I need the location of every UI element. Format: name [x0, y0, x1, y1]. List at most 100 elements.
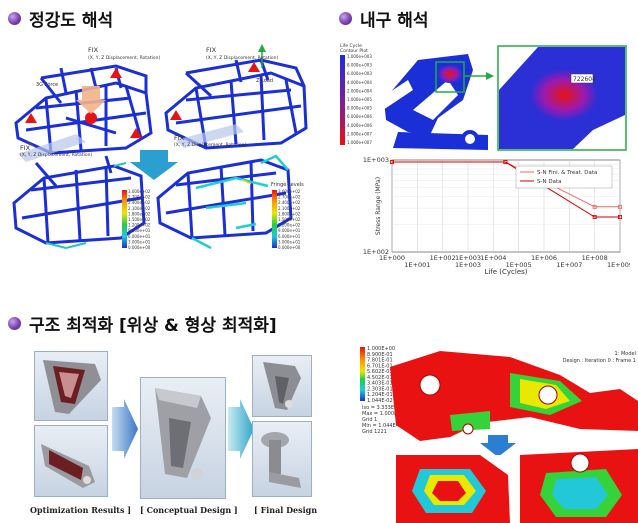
info-line: Max = 1.000E+00: [362, 411, 408, 417]
durability-contour-figure: Life Cycle Contour Plot 1.000e+003 8.000e…: [340, 43, 627, 151]
legend-value: 9.000e+01: [278, 228, 301, 233]
legend-title: Fringe Levels: [271, 182, 304, 188]
sn-chart-panel: 1E+000 1E+002 1E+003 1E+004 1E+006 1E+008 1E+0…: [330, 152, 630, 276]
y-tick-label: 1E+002: [363, 248, 389, 256]
legend-value: 8.000e+003: [347, 63, 372, 68]
x-tick-label: 1E+005: [506, 261, 532, 269]
series-point: [592, 215, 597, 220]
series-point: [592, 204, 597, 209]
sn-chart: 1E+000 1E+002 1E+003 1E+004 1E+006 1E+0081E+0…: [363, 156, 630, 276]
closeup-right: [520, 449, 638, 523]
legend-title: Life Cycle: [340, 43, 362, 49]
x-tick-label: 1E+003: [455, 261, 481, 269]
static-analysis-figure: FIX (X, Y, Z Displacement, Rotation) 3G …: [12, 44, 308, 250]
static-analysis-panel: FIX (X, Y, Z Displacement, Rotation) 3G …: [6, 38, 312, 270]
section-title: 정강도 해석: [29, 11, 114, 31]
step-arrow-icon: [228, 399, 254, 459]
legend-value: 2.700e+02: [128, 195, 151, 200]
fix-label-sub: (X, Y, Z Displacement, Rotation): [206, 55, 278, 61]
final-design-image-1: [252, 355, 312, 417]
legend-value: 2.700e+02: [278, 195, 301, 200]
legend-value: 1.000e+007: [347, 140, 372, 145]
legend-value: 2.400e+02: [278, 200, 301, 205]
legend-value: 3.000e+01: [128, 239, 151, 244]
conceptual-design-image: [140, 377, 226, 499]
model-label: 1: Model: [615, 351, 636, 357]
legend-value: 6.000e+006: [347, 114, 372, 119]
legend-value: 6.701E-01: [367, 363, 393, 369]
legend-value: 1.000e+005: [347, 97, 372, 102]
frame-model-bc-right: [164, 58, 308, 150]
legend-value: 6.000e+01: [278, 234, 301, 239]
shape-legend-bar: [360, 347, 365, 401]
legend-value: 1.204E-01: [367, 392, 393, 398]
result-arrow-icon: [130, 150, 178, 180]
x-tick-label: 1E+007: [556, 261, 582, 269]
legend-value: 3.000e+02: [128, 189, 151, 194]
legend-value: 1.200e+02: [278, 223, 301, 228]
legend-value: 4.000e+004: [347, 80, 372, 85]
iteration-label: Design : Iteration 0 : Frame 1: [563, 358, 636, 364]
shape-optimization-figure: 1.000E+008.900E-017.801E-016.701E-015.60…: [360, 346, 638, 523]
fix-label: FIX: [206, 46, 217, 54]
fix-markers-left: [25, 68, 142, 138]
shape-optimization-panel: 1.000E+00 8.900E-01 7.801E-01 6.701E-01 5.60…: [360, 345, 638, 523]
series-line: [392, 161, 620, 218]
legend-value: 2.100e+02: [128, 206, 151, 211]
legend-value: 6.000e+003: [347, 71, 372, 76]
legend-value: 1.000e+003: [347, 54, 372, 59]
durability-contour-panel: Life Cycle Contour Plot 1.000e+003 8.000e…: [338, 40, 630, 152]
bullet-icon: [8, 12, 21, 25]
step-arrow-icon: [112, 399, 138, 459]
frame-result-left: [12, 155, 146, 245]
section-title: 구조 최적화 [위상 & 형상 최적화]: [29, 316, 277, 336]
info-line: Grid 1: [362, 417, 377, 423]
fix-label-sub: (X, Y, Z Displacement, Rotation): [88, 55, 160, 61]
bullet-icon: [8, 317, 21, 330]
legend-value: 8.900E-01: [367, 352, 393, 358]
legend-value: 3.000e+01: [278, 239, 301, 244]
legend-value: 3.000e+02: [278, 189, 301, 194]
info-line: Min = 1.044E-02: [362, 423, 404, 429]
x-tick-label: 1E+003: [455, 254, 481, 262]
section-static-analysis: 정강도 해석: [8, 6, 113, 31]
section-title: 내구 해석: [360, 11, 429, 31]
section-durability-analysis: 내구 해석: [339, 6, 428, 31]
force-arrow-icon: [76, 86, 106, 114]
load-point-icon: [85, 112, 97, 124]
legend-title: Contour Plot: [340, 48, 368, 54]
frame-result-right: [156, 158, 293, 240]
legend-value: 1.200e+02: [128, 223, 151, 228]
final-design-image-2: [252, 421, 312, 497]
x-tick-label: 1E+001: [404, 261, 430, 269]
x-tick-label: 1E+009: [607, 261, 630, 269]
optimization-result-image-1: [34, 351, 108, 421]
fix-label: FIX: [174, 134, 185, 142]
fix-label-sub: (X, Y, Z Displacement, Rotation): [20, 152, 92, 158]
static-legend-right: Fringe Levels: [271, 182, 304, 248]
series-point: [390, 160, 395, 165]
legend-value: 4.000e+006: [347, 123, 372, 128]
fix-label: FIX: [88, 46, 99, 54]
legend-value: 4.502E-01: [367, 375, 393, 381]
legend-value: 0.000e+00: [278, 245, 301, 250]
legend-value: 0.000e+00: [128, 245, 151, 250]
fix-label-sub: (X, Y, Z Displacement, Rotation): [174, 142, 246, 148]
legend-value: 7.801E-01: [367, 358, 393, 364]
legend-value: 1.800e+02: [128, 211, 151, 216]
section-structural-optimization: 구조 최적화 [위상 & 형상 최적화]: [8, 311, 277, 336]
legend-value: 3.403E-01: [367, 381, 393, 387]
optimization-panel: Optimization Results ] [ Conceptual Desi…: [0, 345, 318, 523]
legend-value: 2.400e+02: [128, 200, 151, 205]
caption-final-design: [ Final Design ]: [254, 505, 318, 515]
result-arrow-icon: [480, 435, 516, 457]
life-legend-bar: [340, 55, 345, 145]
legend-value: 1.000E+00: [367, 346, 395, 352]
legend-value: 8.000e+005: [347, 106, 372, 111]
legend-value: 1.500e+02: [278, 217, 301, 222]
legend-value: 1.800e+02: [278, 211, 301, 216]
series-point: [503, 160, 508, 165]
legend-value: 9.000e+01: [128, 228, 151, 233]
x-tick-label: 1E+008: [582, 254, 608, 262]
legend-value: 2.303E-01: [367, 386, 393, 392]
